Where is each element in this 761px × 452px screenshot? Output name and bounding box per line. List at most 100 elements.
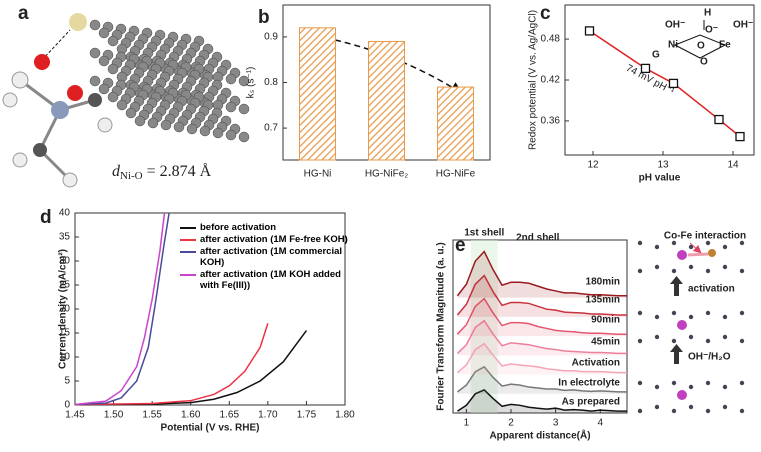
data-point <box>735 131 745 142</box>
lattice-atom <box>654 404 660 410</box>
inset-label: OH⁻ <box>665 20 685 31</box>
lattice-atom <box>705 338 711 344</box>
lattice-atom <box>688 314 694 320</box>
data-point <box>640 63 651 74</box>
x-axis-label: Potential (V vs. RHE) <box>161 423 260 434</box>
carbon-atom <box>212 127 224 139</box>
lattice-atom <box>739 408 745 414</box>
carbon-atom <box>134 115 146 127</box>
legend-label: before activation <box>200 222 277 233</box>
plot-frame <box>452 239 628 414</box>
series-line <box>456 297 627 335</box>
bar <box>368 40 405 161</box>
legend-swatch <box>180 227 196 229</box>
lattice-atom <box>688 384 694 390</box>
carbon-atom <box>107 63 119 75</box>
y-tick-label: 0.8 <box>264 77 278 88</box>
legend-entry: after activation (1M KOH added with Fe(I… <box>180 269 350 291</box>
bar <box>437 86 474 161</box>
carbon-atom <box>125 107 137 119</box>
x-tick-label: 4 <box>597 418 603 429</box>
x-tick-label: 1.45 <box>65 410 85 421</box>
series-area <box>457 389 627 413</box>
annotation-subscript: Ni-O <box>120 170 143 182</box>
molecule-illustration <box>2 13 250 188</box>
metal-atom <box>677 250 687 260</box>
carbon-atom <box>238 75 250 87</box>
carbon-atom <box>173 121 185 133</box>
x-tick-label: 1 <box>464 418 470 429</box>
inset-label: O⁻ <box>705 25 718 36</box>
data-point <box>584 26 595 36</box>
panel-letter: a <box>18 3 29 24</box>
x-tick-label: 3 <box>553 418 559 429</box>
carbon-atom <box>107 91 119 103</box>
lattice-atom <box>722 384 728 390</box>
arrow-head <box>670 276 683 284</box>
y-axis-label: kₛ (s⁻¹) <box>246 67 257 99</box>
inset-bonds <box>673 20 727 59</box>
arrow-up <box>674 282 679 296</box>
series-line <box>456 274 627 316</box>
carbon-atom <box>107 35 119 47</box>
legend-label: after activation (1M commercial KOH) <box>200 246 343 268</box>
panel-letter: d <box>40 207 52 228</box>
carbon-atom <box>98 55 110 67</box>
bond-length-annotation: dNi-O = 2.874 Å <box>112 162 212 182</box>
lattice-atom <box>654 384 660 390</box>
lattice-atom <box>654 264 660 270</box>
lattice-atom <box>705 240 711 246</box>
x-tick-label: 14 <box>727 160 739 171</box>
series-label: In electrolyte <box>558 378 620 389</box>
lattice-atom <box>722 244 728 250</box>
lattice-atom <box>688 334 694 340</box>
x-tick-label: 1.60 <box>181 410 201 421</box>
x-tick-label: 1.75 <box>297 410 317 421</box>
series-line <box>74 323 269 406</box>
arrow-up <box>674 350 679 364</box>
lattice-atom <box>671 408 677 414</box>
carbon-atom <box>147 117 159 129</box>
carbon-atom <box>89 75 101 87</box>
carbon-atom <box>238 131 250 143</box>
lattice-atom <box>688 244 694 250</box>
inset-label: H <box>704 8 711 19</box>
lattice-atom <box>705 268 711 274</box>
x-axis-label: Apparent distance(Å) <box>489 429 590 442</box>
y-axis-label: Redox potential (V vs. Ag/AgCl) <box>528 10 539 150</box>
series-area <box>457 275 627 317</box>
y-tick-label: 0.42 <box>541 75 561 86</box>
lattice-atom <box>654 244 660 250</box>
x-tick-label: 1.50 <box>104 410 124 421</box>
y-tick-label: 0.9 <box>264 32 278 43</box>
series-line <box>74 212 166 406</box>
shell-annotation: 1st shell <box>464 228 504 239</box>
y-tick-label: 15 <box>59 328 71 339</box>
carbon-atom <box>225 101 237 113</box>
carbon-atom <box>89 47 101 59</box>
series-label: Activation <box>572 358 620 369</box>
series-area <box>457 320 627 356</box>
y-tick-label: 10 <box>59 352 71 363</box>
series-line <box>457 389 627 412</box>
y-tick-label: 0.7 <box>264 123 278 134</box>
inset-label: G <box>652 50 660 61</box>
lattice-atom <box>739 240 745 246</box>
series-line <box>456 342 627 374</box>
lattice-atom <box>722 264 728 270</box>
series-label: As prepared <box>562 397 620 408</box>
annotation-value: = 2.874 Å <box>143 162 212 180</box>
carbon-atom <box>116 99 128 111</box>
inset-label: O <box>700 57 708 68</box>
carbon-atom <box>238 103 250 115</box>
series-area <box>457 343 627 375</box>
series-label: 135min <box>586 295 620 306</box>
x-axis-label: pH value <box>639 173 681 184</box>
x-tick-label: 13 <box>657 160 669 171</box>
legend-entry: before activation <box>180 222 350 233</box>
diagram-label: Co-Fe interaction <box>664 231 746 242</box>
shell-annotation: 2nd shell <box>516 233 560 244</box>
legend: before activation after activation (1M Fe… <box>180 222 350 292</box>
series-line <box>74 212 170 406</box>
